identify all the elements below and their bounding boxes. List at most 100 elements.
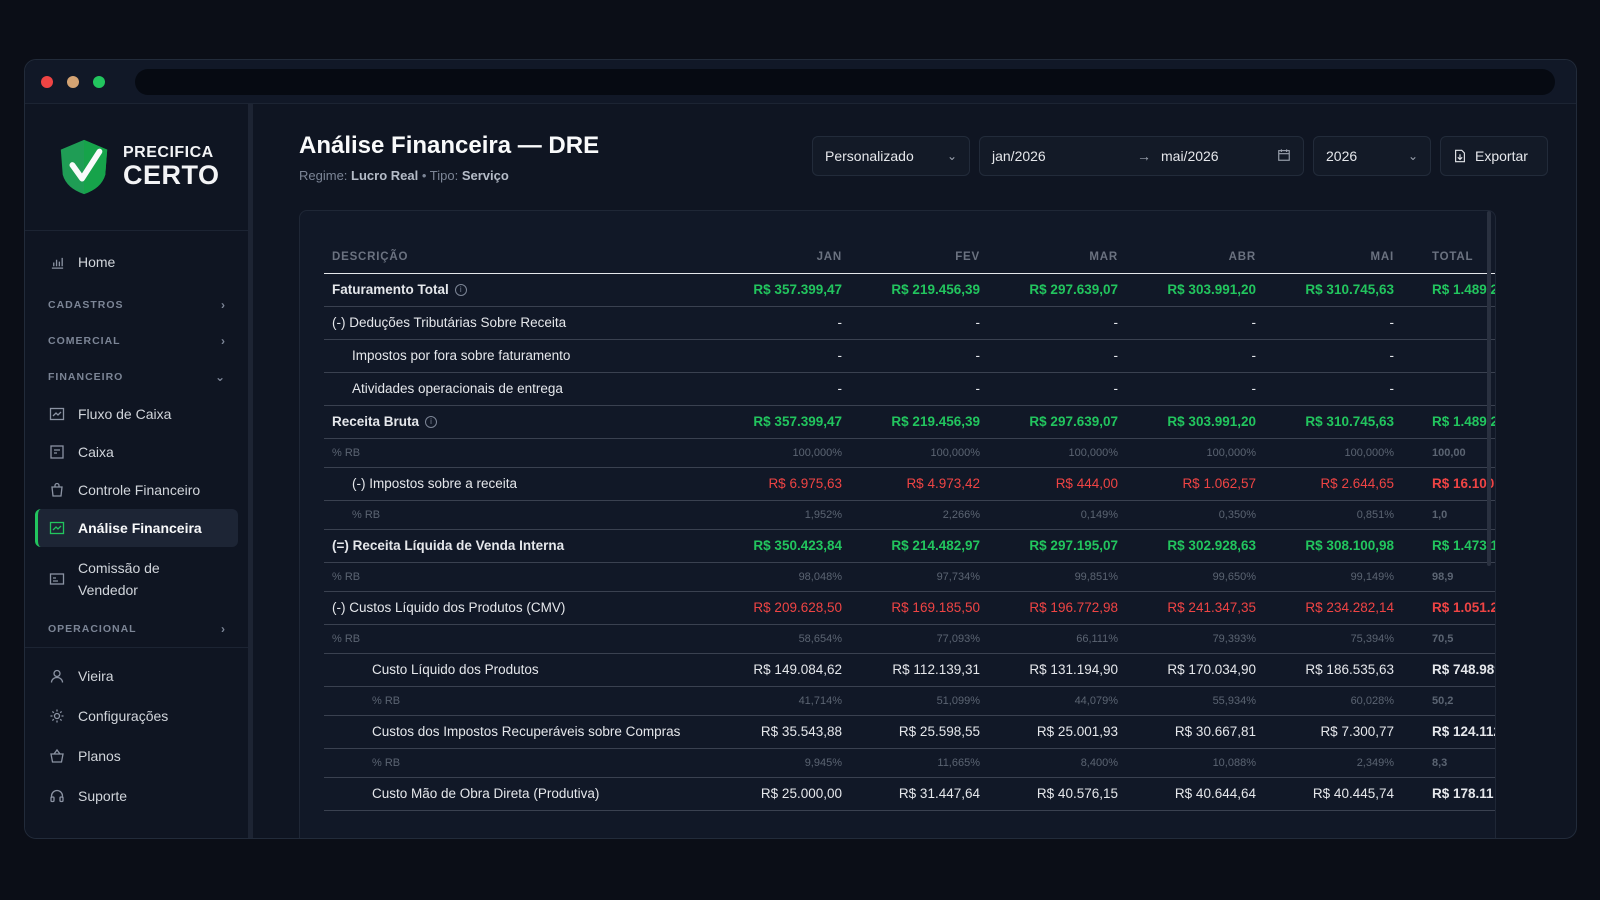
row-label-text: % RB — [372, 694, 401, 707]
year-select[interactable]: 2026 ⌄ — [1313, 136, 1431, 176]
cell-value: R$ 112.139,31 — [842, 653, 980, 687]
cell-value: - — [980, 306, 1118, 340]
row-label: Atividades operacionais de entrega — [324, 372, 704, 406]
date-to-value: mai/2026 — [1161, 148, 1219, 164]
cell-value: R$ 169.185,50 — [842, 591, 980, 625]
cell-value: R$ 40.644,64 — [1118, 777, 1256, 811]
row-label: % RB — [324, 686, 704, 716]
cell-value: 11,665% — [842, 748, 980, 778]
cell-value: R$ 30.667,81 — [1118, 715, 1256, 749]
row-label: (-) Impostos sobre a receita — [324, 467, 704, 501]
logo[interactable]: PRECIFICA CERTO — [25, 104, 248, 231]
sidebar-item-label: Fluxo de Caixa — [78, 406, 172, 422]
table-row-percent: % RB 1,952% 2,266% 0,149% 0,350% 0,851% 1,0 — [324, 500, 1495, 530]
row-label: Receita Bruta i — [324, 405, 704, 439]
sidebar-item-label: Análise Financeira — [78, 520, 202, 536]
cell-value: - — [1256, 339, 1394, 373]
export-label: Exportar — [1475, 148, 1528, 164]
regime-label: Regime: — [299, 168, 348, 183]
table-row: (=) Receita Líquida de Venda Interna R$ 3… — [324, 529, 1495, 563]
sidebar-item-home[interactable]: Home — [35, 243, 238, 281]
cash-register-icon — [48, 443, 66, 461]
cell-value: R$ 40.576,15 — [980, 777, 1118, 811]
sidebar-item-suporte[interactable]: Suporte — [35, 776, 238, 816]
table-row-percent: % RB 58,654% 77,093% 66,111% 79,393% 75,394% 7… — [324, 624, 1495, 654]
cell-value: 97,734% — [842, 562, 980, 592]
sidebar-item-comissao-de-vendedor[interactable]: Comissão de Vendedor — [35, 553, 238, 605]
row-label-text: % RB — [332, 570, 361, 583]
sidebar-item-planos[interactable]: Planos — [35, 736, 238, 776]
sidebar-item-caixa[interactable]: Caixa — [35, 433, 238, 471]
dre-table: DESCRIÇÃO JAN FEV MAR ABR MAI TOTAL Fatu… — [324, 241, 1495, 811]
header-mai[interactable]: MAI — [1256, 241, 1394, 274]
cell-total — [1394, 306, 1495, 340]
dre-table-card: DESCRIÇÃO JAN FEV MAR ABR MAI TOTAL Fatu… — [299, 210, 1496, 838]
cell-value: R$ 219.456,39 — [842, 405, 980, 439]
tipo-label: Tipo: — [429, 168, 459, 183]
sidebar-section-financeiro[interactable]: FINANCEIRO ⌄ — [35, 359, 238, 395]
cell-value: R$ 302.928,63 — [1118, 529, 1256, 563]
row-label-text: Custo Líquido dos Produtos — [372, 662, 539, 677]
table-row: (-) Deduções Tributárias Sobre Receita - -… — [324, 306, 1495, 340]
table-row: Impostos por fora sobre faturamento - - - - - — [324, 339, 1495, 373]
cell-total — [1394, 372, 1495, 406]
cell-value: 77,093% — [842, 624, 980, 654]
date-from-value: jan/2026 — [992, 148, 1046, 164]
cell-value: R$ 196.772,98 — [980, 591, 1118, 625]
cell-value: 100,000% — [980, 438, 1118, 468]
cell-value: - — [704, 339, 842, 373]
cell-value: 99,650% — [1118, 562, 1256, 592]
header-descricao[interactable]: DESCRIÇÃO — [324, 241, 704, 274]
cell-value: 0,851% — [1256, 500, 1394, 530]
info-icon[interactable]: i — [454, 284, 467, 297]
cell-value: R$ 1.062,57 — [1118, 467, 1256, 501]
header-jan[interactable]: JAN — [704, 241, 842, 274]
header-fev[interactable]: FEV — [842, 241, 980, 274]
sidebar-item-analise-financeira[interactable]: Análise Financeira — [35, 509, 238, 547]
sidebar-item-configuracoes[interactable]: Configurações — [35, 696, 238, 736]
cell-value: 44,079% — [980, 686, 1118, 716]
table-row-percent: % RB 9,945% 11,665% 8,400% 10,088% 2,349% 8,3 — [324, 748, 1495, 778]
sidebar-item-controle-financeiro[interactable]: Controle Financeiro — [35, 471, 238, 509]
chevron-right-icon: › — [221, 298, 226, 312]
cell-value: 2,266% — [842, 500, 980, 530]
cell-value: R$ 2.644,65 — [1256, 467, 1394, 501]
row-label-text: Atividades operacionais de entrega — [352, 381, 563, 396]
cell-value: 100,000% — [704, 438, 842, 468]
shopping-bag-icon — [48, 481, 66, 499]
close-window-button[interactable] — [41, 75, 53, 88]
cell-value: R$ 31.447,64 — [842, 777, 980, 811]
cell-value: R$ 297.639,07 — [980, 405, 1118, 439]
line-chart-icon — [48, 405, 66, 423]
maximize-window-button[interactable] — [93, 75, 105, 88]
cell-value: 100,000% — [1256, 438, 1394, 468]
file-export-icon — [1453, 149, 1467, 163]
header-abr[interactable]: ABR — [1118, 241, 1256, 274]
cell-total: 8,3 — [1394, 748, 1495, 778]
info-icon[interactable]: i — [425, 416, 438, 429]
sidebar-section-comercial[interactable]: COMERCIAL › — [35, 323, 238, 359]
period-type-select[interactable]: Personalizado ⌄ — [812, 136, 970, 176]
header-total[interactable]: TOTAL — [1394, 241, 1495, 274]
table-row: Custo Mão de Obra Direta (Produtiva) R$ 2… — [324, 777, 1495, 811]
cell-total — [1394, 339, 1495, 373]
header-mar[interactable]: MAR — [980, 241, 1118, 274]
cell-value: - — [1118, 306, 1256, 340]
sidebar-section-cadastros[interactable]: CADASTROS › — [35, 287, 238, 323]
export-button[interactable]: Exportar — [1440, 136, 1548, 176]
minimize-window-button[interactable] — [67, 75, 79, 88]
cell-value: R$ 40.445,74 — [1256, 777, 1394, 811]
sidebar-item-label: Vieira — [78, 668, 114, 684]
scrollbar[interactable] — [1487, 211, 1491, 566]
address-bar[interactable] — [135, 68, 1555, 95]
cell-total: R$ 124.112 — [1394, 715, 1495, 749]
sidebar-item-fluxo-de-caixa[interactable]: Fluxo de Caixa — [35, 395, 238, 433]
date-range-picker[interactable]: jan/2026 → mai/2026 — [979, 136, 1304, 176]
sidebar-item-user[interactable]: Vieira — [35, 656, 238, 696]
arrow-right-icon: → — [1137, 148, 1151, 164]
section-label: OPERACIONAL — [48, 623, 137, 635]
row-label: Custos dos Impostos Recuperáveis sobre C… — [324, 715, 704, 749]
calendar-icon — [1277, 148, 1291, 165]
chevron-down-icon: ⌄ — [1407, 149, 1418, 163]
sidebar-section-operacional[interactable]: OPERACIONAL › — [35, 611, 238, 647]
